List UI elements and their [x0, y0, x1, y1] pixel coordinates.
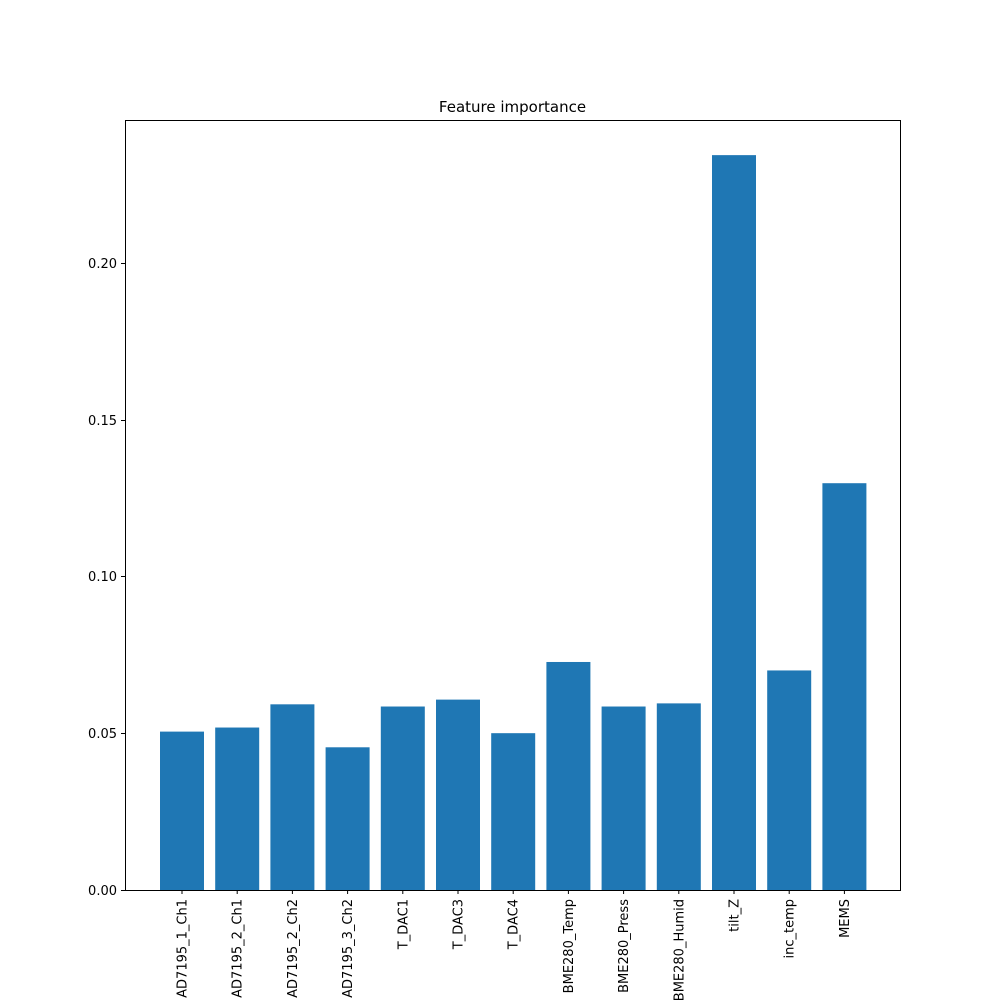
x-tick-label: AD7195_3_Ch2	[341, 899, 356, 998]
bar-2	[270, 704, 315, 890]
x-tick-label: AD7195_2_Ch1	[231, 899, 246, 998]
bar-11	[767, 670, 812, 890]
y-tick-label: 0.15	[88, 414, 117, 429]
bar-3	[325, 747, 370, 890]
bar-4	[380, 706, 425, 890]
plot-frame	[125, 120, 901, 891]
x-tick-label: AD7195_1_Ch1	[176, 899, 191, 998]
y-tick-label: 0.20	[88, 257, 117, 272]
x-tick-label: tilt_Z	[728, 899, 743, 932]
x-tick-label: inc_temp	[783, 899, 798, 959]
bar-6	[491, 733, 536, 890]
bar-12	[822, 483, 867, 890]
y-tick-label: 0.10	[88, 570, 117, 585]
chart-title: Feature importance	[439, 98, 586, 116]
x-tick-label: BME280_Humid	[672, 899, 687, 1000]
y-tick-label: 0.05	[88, 727, 117, 742]
x-tick-label: AD7195_2_Ch2	[286, 899, 301, 998]
bar-10	[712, 155, 756, 891]
bars-group	[160, 155, 867, 891]
bar-1	[215, 727, 260, 890]
x-tick-label: BME280_Press	[617, 899, 632, 993]
bar-9	[656, 703, 701, 890]
x-tick-label: T_DAC4	[507, 899, 522, 950]
bar-7	[546, 661, 591, 890]
y-tick-label: 0.00	[88, 884, 117, 899]
y-axis: 0.00 0.05 0.10 0.15 0.20	[88, 257, 125, 899]
x-tick-label: BME280_Temp	[562, 899, 577, 993]
bar-5	[436, 699, 480, 890]
bar-8	[601, 706, 646, 890]
x-tick-label: T_DAC3	[452, 899, 467, 950]
bar-0	[160, 731, 204, 890]
x-axis: AD7195_1_Ch1 AD7195_2_Ch1 AD7195_2_Ch2 AD71…	[176, 890, 853, 1000]
x-tick-label: MEMS	[838, 899, 853, 938]
x-tick-label: T_DAC1	[396, 899, 411, 950]
